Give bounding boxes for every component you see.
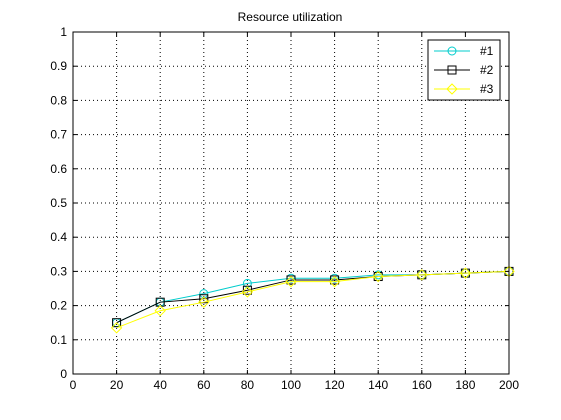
y-tick-label: 0.6 <box>50 162 67 176</box>
y-tick-label: 0.5 <box>50 196 67 210</box>
data-point <box>459 267 472 279</box>
y-tick-label: 0.8 <box>50 93 67 107</box>
chart-title: Resource utilization <box>238 10 343 24</box>
data-point <box>199 294 209 304</box>
x-tick-label: 180 <box>455 378 475 392</box>
legend-item: #1 <box>434 44 494 58</box>
data-point <box>241 286 254 298</box>
data-point <box>110 322 123 334</box>
series-1 <box>112 266 514 328</box>
legend-item: #2 <box>434 63 494 77</box>
y-tick-label: 0.4 <box>50 230 67 244</box>
legend-marker <box>446 83 458 95</box>
series-3 <box>110 265 515 334</box>
series-line <box>116 270 510 329</box>
x-tick-label: 20 <box>110 378 124 392</box>
y-tick-label: 0.3 <box>50 264 67 278</box>
data-point <box>330 275 340 285</box>
data-point <box>112 318 122 328</box>
data-point <box>154 305 166 317</box>
x-tick-label: 60 <box>197 378 211 392</box>
x-tick-label: 160 <box>412 378 432 392</box>
legend-label: #2 <box>480 63 494 77</box>
y-tick-label: 0.7 <box>50 128 67 142</box>
data-point <box>372 270 384 283</box>
y-tick-label: 0.9 <box>50 59 67 73</box>
axis-ticks: 0 20 40 60 80 100 120 140 160 180 200 0 0.1 0.2 0.3 0.4… <box>50 25 519 392</box>
legend-marker <box>447 46 457 56</box>
x-tick-label: 200 <box>499 378 519 392</box>
x-tick-label: 100 <box>281 378 301 392</box>
legend-label: #1 <box>480 44 494 58</box>
x-tick-label: 80 <box>241 378 255 392</box>
data-point <box>416 269 428 281</box>
y-tick-label: 0.1 <box>50 333 67 347</box>
series-line <box>116 270 510 324</box>
data-point <box>242 285 252 295</box>
legend-item: #3 <box>434 82 494 96</box>
y-tick-label: 1 <box>60 25 67 39</box>
data-point <box>328 275 341 288</box>
data-point <box>285 275 297 288</box>
x-tick-label: 0 <box>70 378 77 392</box>
legend-marker <box>447 65 457 75</box>
x-tick-label: 140 <box>368 378 388 392</box>
series-line <box>116 270 510 324</box>
y-tick-label: 0 <box>60 367 67 381</box>
x-tick-label: 120 <box>325 378 345 392</box>
legend-label: #3 <box>480 82 494 96</box>
legend: #1 #2 #3 <box>427 39 501 101</box>
series-lines <box>110 265 515 334</box>
y-tick-label: 0.2 <box>50 299 67 313</box>
data-point <box>286 275 296 285</box>
data-point <box>198 296 210 308</box>
series-2 <box>112 266 514 328</box>
x-tick-label: 40 <box>154 378 168 392</box>
